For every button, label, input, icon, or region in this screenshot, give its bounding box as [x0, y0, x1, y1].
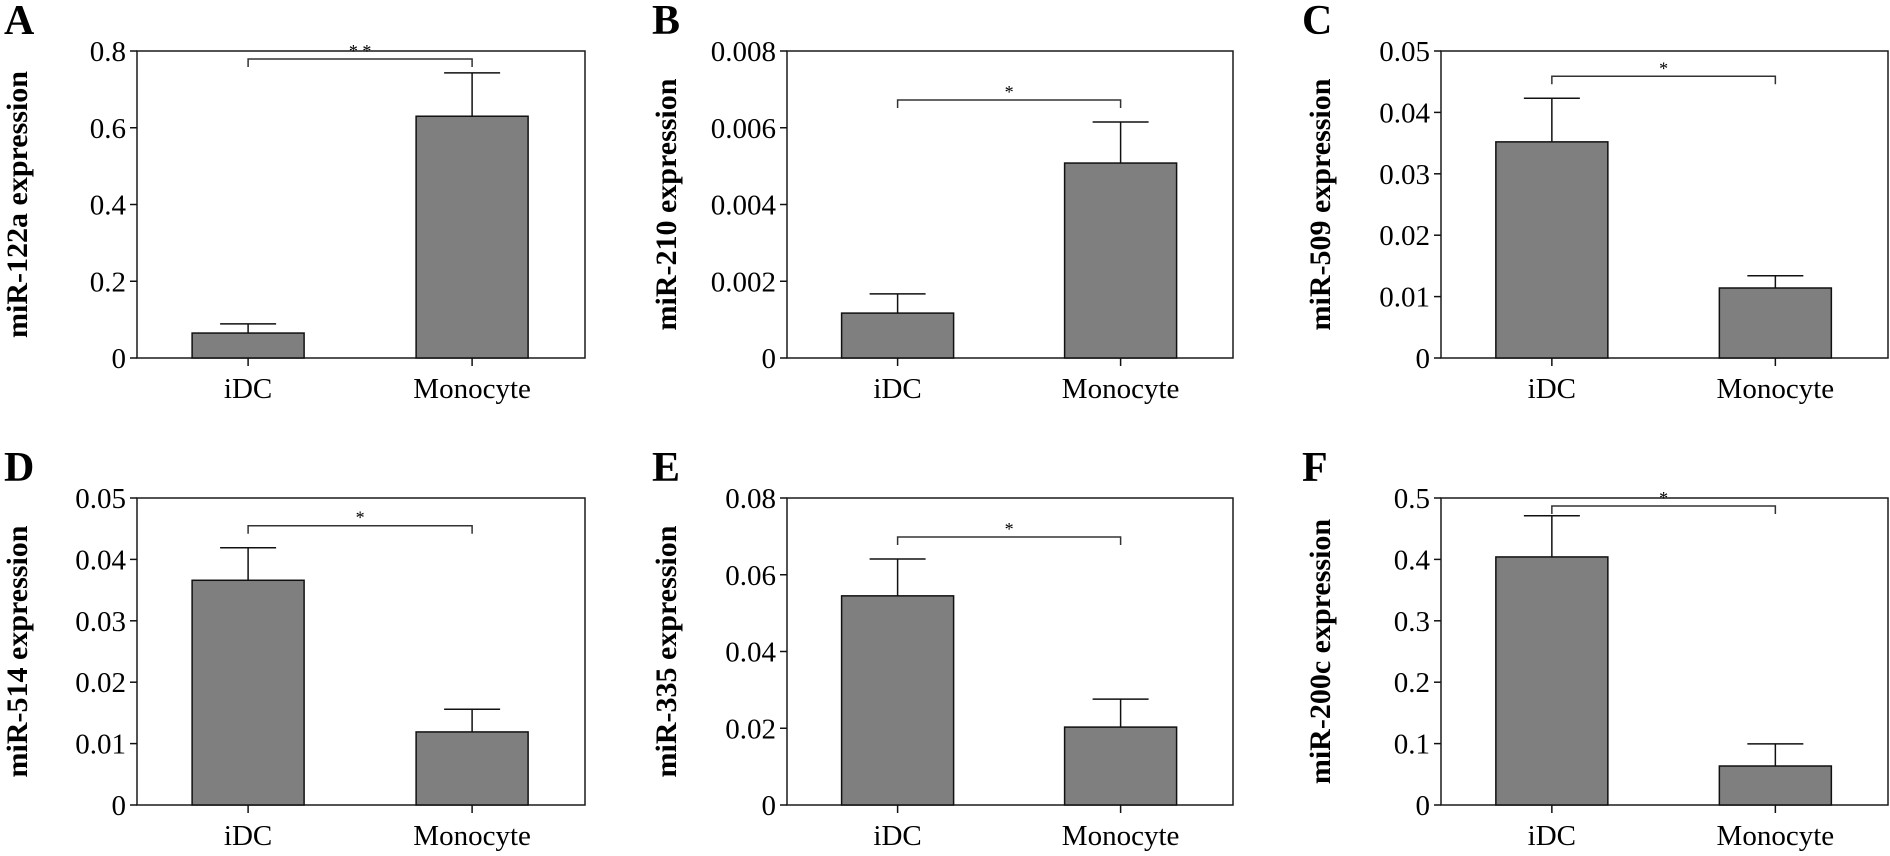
bar-monocyte — [1063, 726, 1178, 806]
plot-frame — [1440, 497, 1889, 806]
x-category-label: iDC — [224, 373, 272, 405]
bar-monocyte — [1718, 765, 1833, 806]
significance-marker: * — [1659, 58, 1668, 78]
y-tick-label: 0 — [112, 790, 127, 822]
y-tick-label: 0.006 — [711, 113, 776, 145]
bar-idc — [191, 579, 305, 806]
x-category-label: Monocyte — [1717, 820, 1835, 852]
significance-bracket — [1551, 75, 1777, 85]
bar-idc — [1495, 556, 1609, 806]
x-category-label: iDC — [873, 820, 921, 852]
significance-bracket — [247, 58, 473, 67]
significance-marker: * — [356, 508, 365, 528]
significance-marker: * — [1659, 488, 1668, 508]
panel-letter: E — [652, 445, 680, 491]
x-category-label: Monocyte — [413, 373, 531, 405]
x-category-label: iDC — [1528, 820, 1576, 852]
y-tick-label: 0 — [762, 790, 777, 822]
y-tick-label: 0.004 — [711, 190, 777, 222]
bar-idc — [191, 332, 305, 359]
y-tick-label: 0.3 — [1394, 606, 1430, 638]
y-tick-label: 0.05 — [75, 483, 126, 515]
y-tick-label: 0.02 — [725, 713, 776, 745]
bar-monocyte — [1718, 287, 1833, 359]
significance-marker: * — [1005, 519, 1014, 539]
y-tick-label: 0.5 — [1394, 483, 1430, 515]
y-tick-label: 0.01 — [75, 729, 126, 761]
significance-marker: * * — [349, 41, 372, 61]
y-tick-label: 0.04 — [75, 544, 126, 576]
y-axis-label: miR-122a expression — [1, 71, 34, 338]
y-axis-label: miR-335 expression — [650, 525, 683, 777]
bar-monocyte — [415, 731, 529, 806]
y-tick-label: 0.06 — [725, 560, 776, 592]
y-axis-label: miR-509 expression — [1304, 78, 1337, 330]
y-tick-label: 0.2 — [90, 266, 126, 298]
y-tick-label: 0.008 — [711, 36, 776, 68]
y-tick-label: 0.04 — [725, 637, 776, 669]
y-tick-label: 0.4 — [1394, 544, 1431, 576]
y-tick-label: 0 — [112, 343, 127, 375]
plot-frame — [1440, 50, 1889, 359]
bar-monocyte — [415, 115, 529, 359]
y-tick-label: 0.03 — [75, 606, 126, 638]
y-tick-label: 0.02 — [1379, 220, 1430, 252]
y-tick-label: 0.05 — [1379, 36, 1430, 68]
y-tick-label: 0 — [1416, 343, 1431, 375]
panel-letter: B — [652, 0, 680, 44]
x-category-label: Monocyte — [413, 820, 531, 852]
significance-bracket — [1551, 505, 1777, 514]
x-category-label: iDC — [224, 820, 272, 852]
panel-letter: C — [1302, 0, 1332, 44]
significance-bracket — [247, 524, 473, 534]
bar-idc — [1495, 141, 1609, 359]
panel-letter: D — [4, 445, 34, 491]
panel-letter: A — [4, 0, 35, 44]
y-tick-label: 0.2 — [1394, 667, 1430, 699]
y-tick-label: 0.08 — [725, 483, 776, 515]
y-tick-label: 0.03 — [1379, 159, 1430, 191]
y-tick-label: 0.8 — [90, 36, 126, 68]
y-axis-label: miR-210 expression — [650, 78, 683, 330]
x-category-label: Monocyte — [1062, 820, 1180, 852]
x-category-label: iDC — [873, 373, 921, 405]
bar-idc — [840, 595, 955, 806]
y-tick-label: 0.01 — [1379, 282, 1430, 314]
y-tick-label: 0.002 — [711, 266, 776, 298]
panel-letter: F — [1302, 445, 1328, 491]
y-axis-label: miR-514 expression — [1, 525, 34, 777]
x-category-label: iDC — [1528, 373, 1576, 405]
bar-monocyte — [1063, 162, 1178, 359]
x-category-label: Monocyte — [1062, 373, 1180, 405]
x-category-label: Monocyte — [1717, 373, 1835, 405]
y-tick-label: 0 — [1416, 790, 1431, 822]
y-tick-label: 0.04 — [1379, 97, 1430, 129]
significance-marker: * — [1005, 82, 1014, 102]
y-tick-label: 0.02 — [75, 667, 126, 699]
y-axis-label: miR-200c expression — [1304, 519, 1337, 785]
plot-frame — [136, 497, 586, 806]
y-tick-label: 0.1 — [1394, 729, 1430, 761]
significance-bracket — [896, 536, 1122, 546]
y-tick-label: 0.6 — [90, 113, 126, 145]
y-tick-label: 0 — [762, 343, 777, 375]
y-tick-label: 0.4 — [90, 190, 127, 222]
significance-bracket — [896, 99, 1122, 108]
bar-idc — [840, 312, 955, 359]
